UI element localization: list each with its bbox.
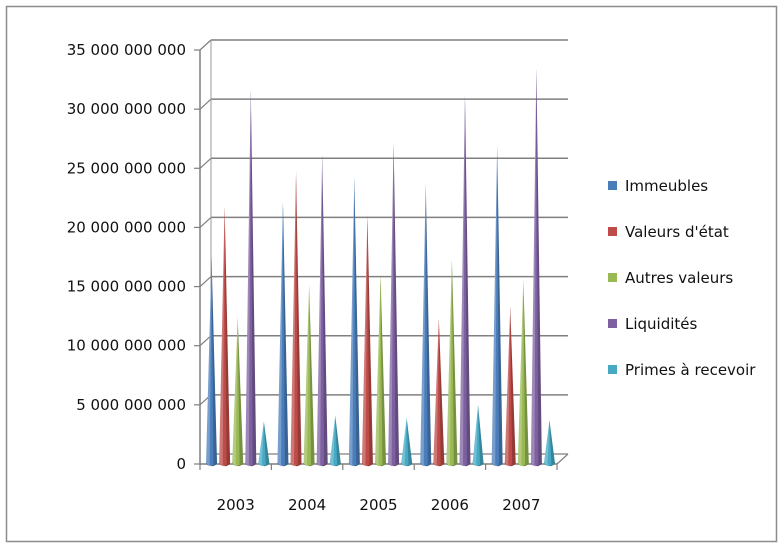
legend-swatch bbox=[608, 273, 617, 282]
legend-label: Liquidités bbox=[625, 315, 698, 333]
cone-bar bbox=[401, 417, 413, 467]
cone-bar bbox=[446, 259, 458, 467]
cone-bar bbox=[245, 89, 257, 467]
cone-bar bbox=[219, 206, 231, 467]
cone-bar bbox=[290, 171, 302, 467]
cone-bar bbox=[420, 183, 432, 467]
x-tick-labels: 2003 2004 2005 2006 2007 bbox=[217, 496, 541, 514]
cone-bar bbox=[543, 420, 555, 467]
cone-series bbox=[206, 67, 555, 467]
cone-bar bbox=[329, 415, 341, 467]
cone-bar bbox=[206, 257, 218, 467]
legend-item: Valeurs d'état bbox=[608, 223, 729, 241]
legend-item: Autres valeurs bbox=[608, 269, 733, 287]
y-tick-label: 25 000 000 000 bbox=[67, 159, 186, 177]
y-tick-label: 0 bbox=[176, 455, 186, 473]
cone-bar bbox=[258, 421, 270, 467]
gridline-diag bbox=[199, 216, 212, 228]
cone-bar bbox=[232, 317, 244, 467]
cone-bar bbox=[530, 67, 542, 467]
cone-bar bbox=[504, 306, 516, 467]
legend-label: Immeubles bbox=[625, 177, 708, 195]
y-tick-label: 5 000 000 000 bbox=[76, 396, 186, 414]
y-tick-label: 30 000 000 000 bbox=[67, 100, 186, 118]
cone-bar bbox=[348, 176, 360, 467]
legend-item: Immeubles bbox=[608, 177, 708, 195]
cone-bar bbox=[361, 215, 373, 467]
x-tick-label: 2003 bbox=[217, 496, 255, 514]
cone-bar bbox=[433, 318, 445, 467]
legend-swatch bbox=[608, 319, 617, 328]
legend-swatch bbox=[608, 181, 617, 190]
gridlines bbox=[199, 39, 568, 406]
cone-bar bbox=[491, 145, 503, 467]
legend-swatch bbox=[608, 227, 617, 236]
x-tick-label: 2005 bbox=[359, 496, 397, 514]
cone-bar bbox=[375, 274, 386, 467]
legend-label: Primes à recevoir bbox=[625, 361, 756, 379]
legend-item: Liquidités bbox=[608, 315, 698, 333]
legend-label: Autres valeurs bbox=[625, 269, 733, 287]
y-tick-label: 20 000 000 000 bbox=[67, 218, 186, 236]
legend-label: Valeurs d'état bbox=[625, 223, 729, 241]
x-tick-label: 2004 bbox=[288, 496, 326, 514]
cone-bar bbox=[388, 142, 400, 467]
gridline-diag bbox=[199, 98, 212, 110]
cone-bar bbox=[303, 285, 315, 467]
x-tick-label: 2007 bbox=[502, 496, 540, 514]
cone-bar bbox=[459, 94, 471, 467]
y-tick-label: 10 000 000 000 bbox=[67, 337, 186, 355]
cone-bar bbox=[316, 154, 328, 467]
x-tick-label: 2006 bbox=[431, 496, 469, 514]
legend-swatch bbox=[608, 365, 617, 374]
y-tick-labels: 0 5 000 000 000 10 000 000 000 15 000 000 0… bbox=[67, 41, 186, 473]
gridline-diag bbox=[199, 157, 212, 169]
gridline-diag bbox=[199, 39, 212, 51]
cone-bar bbox=[277, 201, 289, 467]
legend-item: Primes à recevoir bbox=[608, 361, 756, 379]
gridline-diag bbox=[199, 276, 212, 288]
legend: Immeubles Valeurs d'état Autres valeurs Liq… bbox=[608, 177, 756, 379]
y-tick-label: 15 000 000 000 bbox=[67, 278, 186, 296]
gridline-diag bbox=[199, 335, 212, 347]
y-tick-label: 35 000 000 000 bbox=[67, 41, 186, 59]
cone-bar bbox=[472, 404, 484, 467]
floor-side bbox=[556, 453, 569, 465]
cone-bar bbox=[517, 279, 529, 467]
